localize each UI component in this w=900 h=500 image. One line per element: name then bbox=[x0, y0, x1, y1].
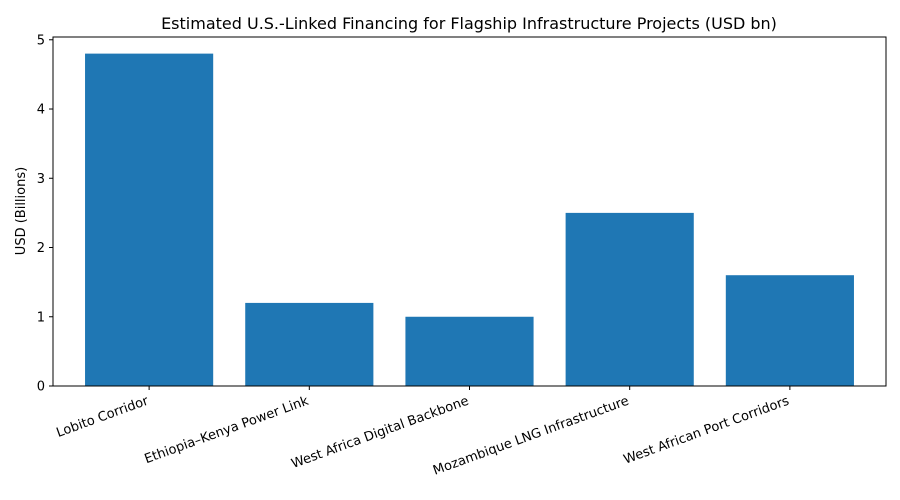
bar bbox=[85, 53, 214, 386]
bar bbox=[565, 212, 694, 386]
y-tick-label: 5 bbox=[37, 33, 45, 48]
y-axis: 0 1 2 3 4 5 bbox=[37, 33, 53, 395]
y-tick-label: 3 bbox=[37, 172, 45, 187]
y-tick-label: 4 bbox=[37, 103, 45, 118]
y-tick-label: 0 bbox=[37, 380, 45, 395]
bars-group bbox=[85, 53, 854, 386]
x-tick-label: West African Port Corridors bbox=[622, 394, 792, 468]
y-tick-label: 2 bbox=[37, 241, 45, 256]
bar bbox=[245, 302, 374, 386]
bar bbox=[405, 316, 534, 386]
x-tick-label: Lobito Corridor bbox=[55, 393, 152, 440]
bar bbox=[725, 275, 854, 386]
x-tick-label: Ethiopia–Kenya Power Link bbox=[143, 394, 312, 468]
chart-title: Estimated U.S.-Linked Financing for Flag… bbox=[161, 14, 777, 33]
y-axis-label: USD (Billions) bbox=[14, 167, 29, 255]
y-tick-label: 1 bbox=[37, 310, 45, 325]
